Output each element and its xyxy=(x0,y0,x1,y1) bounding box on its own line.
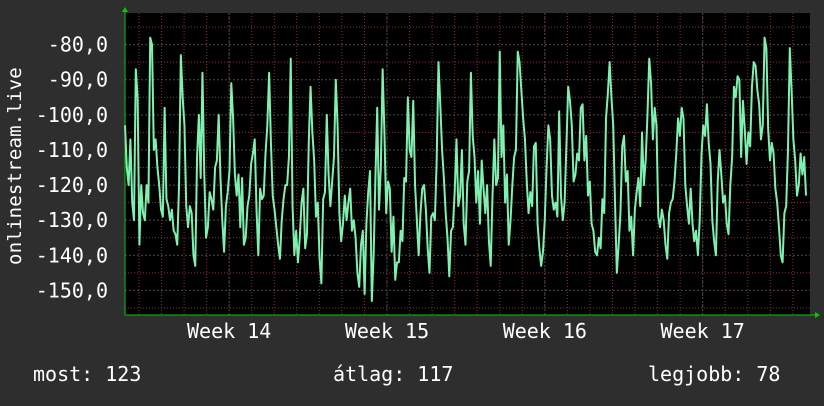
series-line-0 xyxy=(124,36,807,302)
y-tick-label: -90,0 xyxy=(48,68,108,92)
x-tick-label: Week 14 xyxy=(187,319,271,343)
y-tick-label: -140,0 xyxy=(36,243,108,267)
stat-current: most: 123 xyxy=(33,362,142,386)
y-tick-label: -80,0 xyxy=(48,33,108,57)
y-axis-title: onlinestream.live xyxy=(4,56,26,276)
y-tick-label: -130,0 xyxy=(36,208,108,232)
y-axis-title-text: onlinestream.live xyxy=(4,67,26,265)
plot-area xyxy=(125,13,810,315)
x-axis-arrow xyxy=(815,312,820,318)
y-tick-label: -120,0 xyxy=(36,173,108,197)
stat-max: legjobb: 78 xyxy=(648,362,781,386)
x-tick-label: Week 17 xyxy=(661,319,745,343)
y-tick-label: -150,0 xyxy=(36,278,108,302)
y-axis-arrow xyxy=(122,7,128,12)
y-tick-label: -100,0 xyxy=(36,103,108,127)
x-tick-label: Week 16 xyxy=(503,319,587,343)
stat-average: átlag: 117 xyxy=(333,362,454,386)
y-tick-label: -110,0 xyxy=(36,138,108,162)
x-tick-label: Week 15 xyxy=(345,319,429,343)
